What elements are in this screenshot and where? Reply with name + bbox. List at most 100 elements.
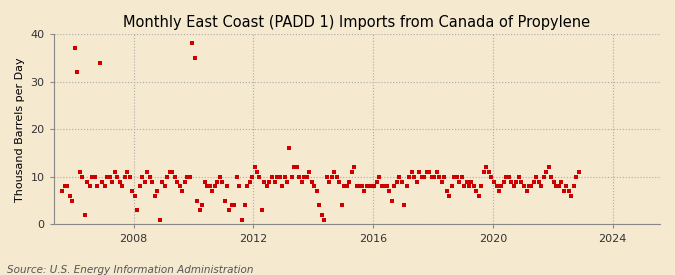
Point bbox=[274, 175, 285, 179]
Point bbox=[212, 179, 223, 184]
Point bbox=[256, 208, 267, 212]
Point bbox=[219, 199, 230, 203]
Point bbox=[202, 184, 213, 189]
Point bbox=[114, 179, 125, 184]
Point bbox=[82, 179, 92, 184]
Point bbox=[132, 208, 142, 212]
Point bbox=[109, 170, 120, 174]
Point bbox=[461, 179, 472, 184]
Point bbox=[414, 170, 425, 174]
Point bbox=[74, 170, 85, 174]
Point bbox=[399, 203, 410, 208]
Point bbox=[196, 203, 207, 208]
Point bbox=[324, 179, 335, 184]
Point bbox=[309, 184, 320, 189]
Point bbox=[456, 175, 467, 179]
Point bbox=[516, 179, 527, 184]
Point bbox=[327, 175, 338, 179]
Point bbox=[451, 175, 462, 179]
Point bbox=[354, 184, 364, 189]
Point bbox=[304, 170, 315, 174]
Point bbox=[379, 184, 389, 189]
Point bbox=[217, 179, 227, 184]
Point bbox=[334, 179, 345, 184]
Point bbox=[144, 175, 155, 179]
Point bbox=[481, 165, 492, 169]
Point bbox=[171, 179, 182, 184]
Point bbox=[227, 203, 238, 208]
Y-axis label: Thousand Barrels per Day: Thousand Barrels per Day bbox=[15, 57, 25, 202]
Point bbox=[122, 170, 132, 174]
Point bbox=[289, 165, 300, 169]
Point bbox=[551, 184, 562, 189]
Point bbox=[242, 184, 252, 189]
Point bbox=[499, 179, 510, 184]
Point bbox=[277, 184, 288, 189]
Point bbox=[157, 179, 167, 184]
Point bbox=[281, 179, 292, 184]
Point bbox=[152, 189, 163, 193]
Point bbox=[164, 170, 175, 174]
Point bbox=[92, 184, 103, 189]
Point bbox=[286, 175, 297, 179]
Point bbox=[404, 175, 414, 179]
Point bbox=[356, 184, 367, 189]
Point bbox=[421, 170, 432, 174]
Point bbox=[523, 184, 534, 189]
Point bbox=[192, 199, 202, 203]
Point bbox=[204, 184, 215, 189]
Point bbox=[271, 175, 282, 179]
Point bbox=[214, 175, 225, 179]
Point bbox=[509, 184, 520, 189]
Point bbox=[561, 184, 572, 189]
Point bbox=[174, 184, 185, 189]
Point bbox=[529, 179, 539, 184]
Point bbox=[127, 189, 138, 193]
Point bbox=[279, 175, 290, 179]
Point bbox=[57, 189, 68, 193]
Point bbox=[177, 189, 188, 193]
Point bbox=[65, 194, 76, 198]
Point bbox=[369, 184, 379, 189]
Point bbox=[546, 175, 557, 179]
Point bbox=[511, 179, 522, 184]
Point bbox=[162, 175, 173, 179]
Point bbox=[246, 175, 257, 179]
Point bbox=[533, 179, 544, 184]
Point bbox=[222, 184, 233, 189]
Point bbox=[339, 184, 350, 189]
Point bbox=[299, 175, 310, 179]
Point bbox=[396, 179, 407, 184]
Point bbox=[406, 170, 417, 174]
Point bbox=[411, 179, 422, 184]
Point bbox=[59, 184, 70, 189]
Point bbox=[329, 170, 340, 174]
Point bbox=[102, 175, 113, 179]
Point bbox=[139, 179, 150, 184]
Point bbox=[479, 170, 489, 174]
Point bbox=[77, 175, 88, 179]
Point bbox=[566, 194, 576, 198]
Point bbox=[187, 41, 198, 46]
Point bbox=[62, 184, 73, 189]
Point bbox=[344, 179, 354, 184]
Point bbox=[155, 218, 165, 222]
Point bbox=[429, 175, 439, 179]
Point bbox=[302, 175, 313, 179]
Point bbox=[351, 184, 362, 189]
Point bbox=[284, 146, 295, 150]
Point bbox=[117, 184, 128, 189]
Point bbox=[264, 179, 275, 184]
Point bbox=[267, 175, 277, 179]
Point bbox=[182, 175, 192, 179]
Point bbox=[239, 203, 250, 208]
Point bbox=[105, 175, 115, 179]
Point bbox=[306, 179, 317, 184]
Point bbox=[119, 175, 130, 179]
Point bbox=[234, 184, 245, 189]
Point bbox=[319, 218, 329, 222]
Point bbox=[236, 218, 247, 222]
Point bbox=[526, 184, 537, 189]
Text: Source: U.S. Energy Information Administration: Source: U.S. Energy Information Administ… bbox=[7, 265, 253, 275]
Point bbox=[384, 189, 395, 193]
